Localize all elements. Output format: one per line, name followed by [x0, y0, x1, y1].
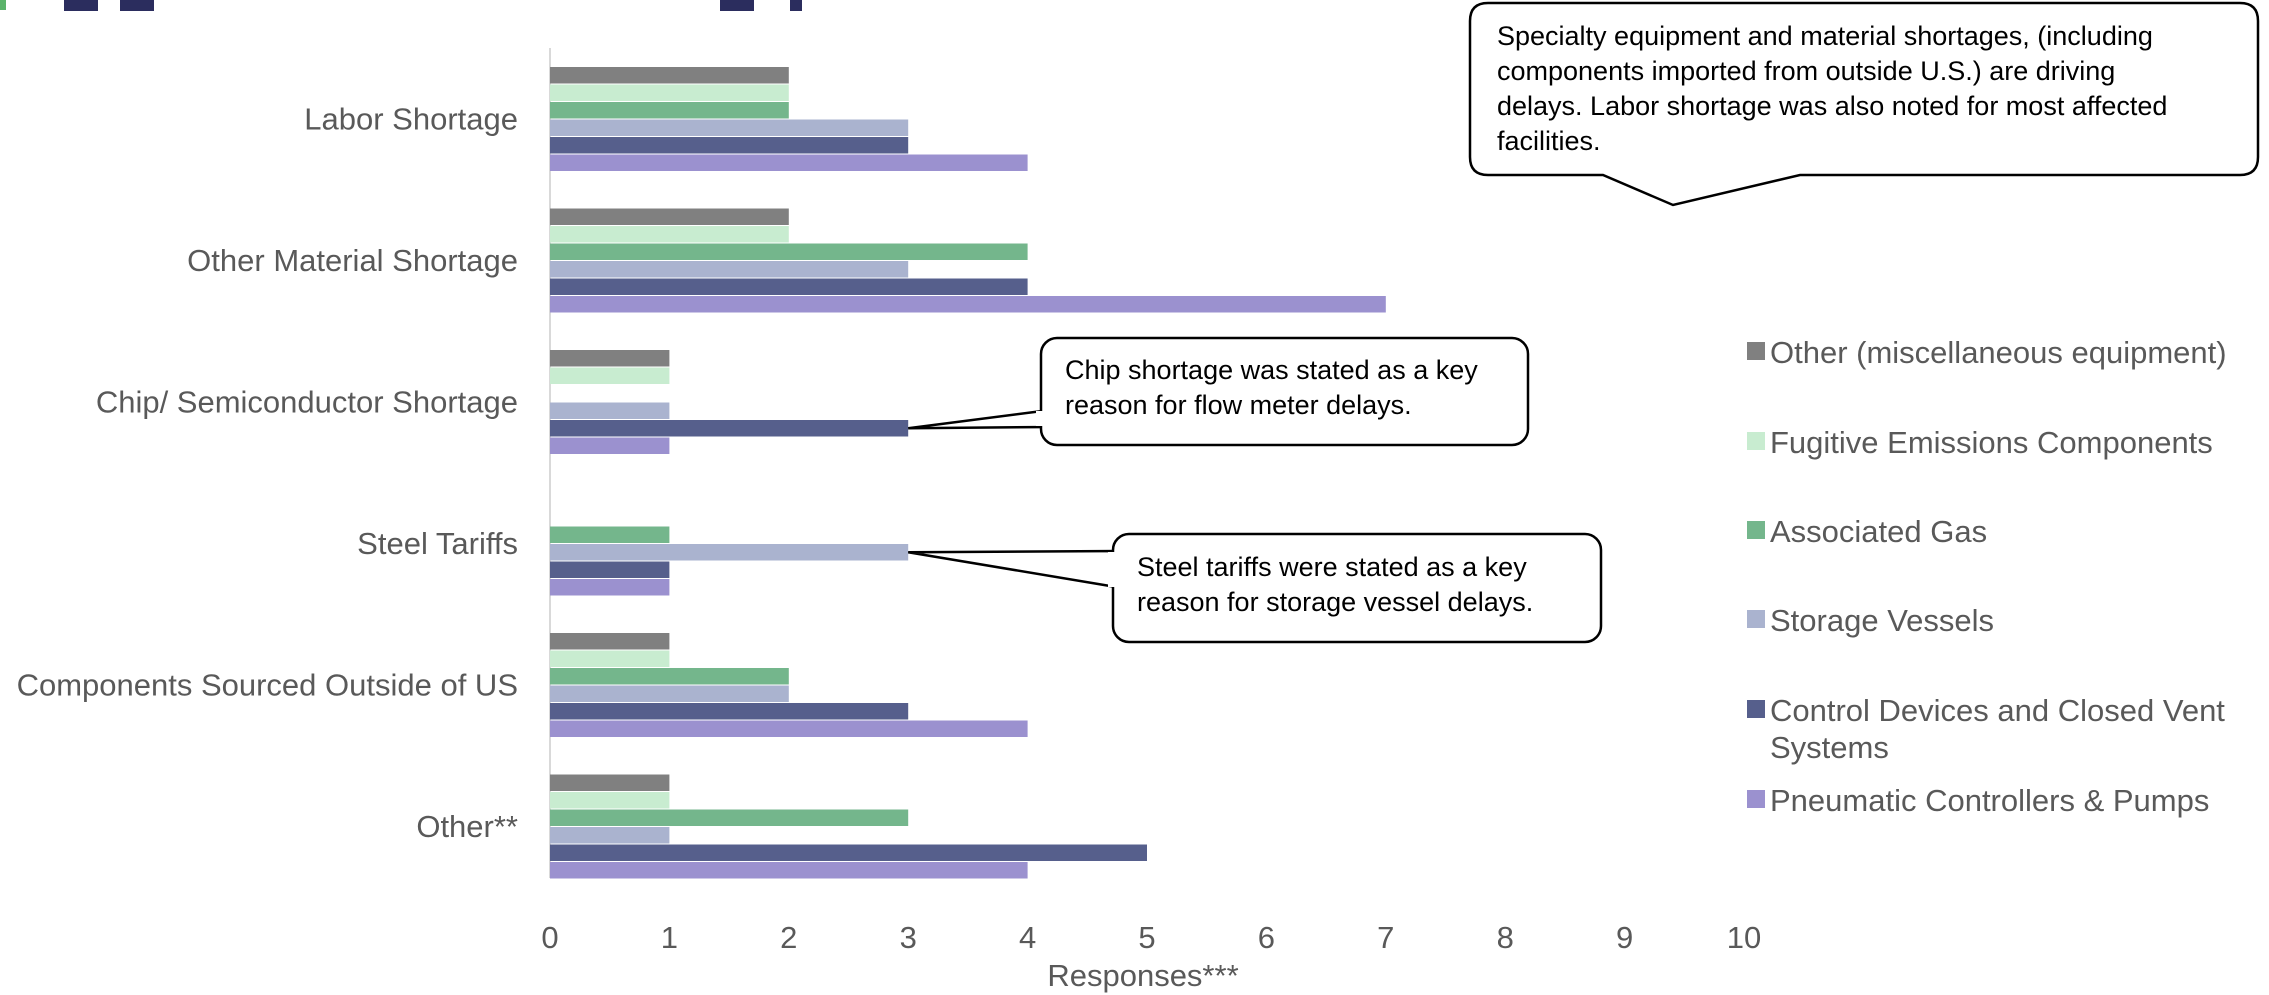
callout-pointer-mask: [1036, 411, 1044, 426]
bar-other-material-shortage-control-devices-and-closed-vent-systems: [550, 278, 1028, 295]
x-tick-label: 7: [1377, 920, 1394, 955]
bar-other-material-shortage-storage-vessels: [550, 261, 909, 278]
legend-swatch-associated-gas: [1747, 521, 1765, 539]
callouts: Specialty equipment and material shortag…: [907, 1, 2260, 644]
callout-text: Chip shortage was stated as a key: [1065, 355, 1478, 385]
bar-components-sourced-outside-of-us-fugitive-emissions-components: [550, 650, 670, 667]
bar-components-sourced-outside-of-us-control-devices-and-closed-vent-systems: [550, 703, 909, 720]
title-fragment: [720, 0, 754, 11]
legend-label-fugitive-emissions-components: Fugitive Emissions Components: [1770, 425, 2213, 460]
legend-swatch-fugitive-emissions-components: [1747, 432, 1765, 450]
bar-labor-shortage-fugitive-emissions-components: [550, 84, 789, 101]
x-tick-label: 3: [900, 920, 917, 955]
bar-components-sourced-outside-of-us-other-miscellaneous-equipment: [550, 633, 670, 650]
legend-label-control-devices-and-closed-vent-systems: Control Devices and Closed Vent Systems: [1770, 693, 2225, 765]
title-fragment: [64, 0, 98, 11]
bar-steel-tariffs-pneumatic-controllers-pumps: [550, 579, 670, 596]
bar-other-material-shortage-pneumatic-controllers-pumps: [550, 296, 1386, 313]
bar-other-associated-gas: [550, 809, 909, 826]
bar-chip-semiconductor-shortage-control-devices-and-closed-vent-systems: [550, 420, 909, 437]
plot-area: Labor Shortage Other Material Shortage Chi…: [17, 48, 1761, 993]
callout-text: components imported from outside U.S.) a…: [1497, 56, 2115, 86]
bar-steel-tariffs-control-devices-and-closed-vent-systems: [550, 561, 670, 578]
bar-components-sourced-outside-of-us-associated-gas: [550, 668, 789, 685]
callout-text: delays. Labor shortage was also noted fo…: [1497, 91, 2167, 121]
legend-label-pneumatic-controllers-pumps: Pneumatic Controllers & Pumps: [1770, 783, 2209, 818]
bar-chip-semiconductor-shortage-fugitive-emissions-components: [550, 367, 670, 384]
title-fragment: [790, 0, 802, 11]
category-label: Other**: [416, 809, 518, 844]
legend-swatch-pneumatic-controllers-pumps: [1747, 790, 1765, 808]
x-tick-label: 1: [661, 920, 678, 955]
bar-other-material-shortage-other-miscellaneous-equipment: [550, 208, 789, 225]
legend: Other (miscellaneous equipment) Fugitive …: [1747, 335, 2227, 818]
legend-swatch-control-devices-and-closed-vent-systems: [1747, 700, 1765, 718]
category-label: Other Material Shortage: [187, 243, 518, 278]
legend-label-associated-gas: Associated Gas: [1770, 514, 1987, 549]
callout-text: facilities.: [1497, 126, 1601, 156]
bar-components-sourced-outside-of-us-storage-vessels: [550, 685, 789, 702]
callout-text: Steel tariffs were stated as a key: [1137, 552, 1527, 582]
x-tick-label: 10: [1727, 920, 1761, 955]
category-label: Labor Shortage: [304, 102, 518, 137]
bar-chip-semiconductor-shortage-storage-vessels: [550, 402, 670, 419]
bar-other-material-shortage-fugitive-emissions-components: [550, 226, 789, 243]
x-tick-label: 0: [541, 920, 558, 955]
x-tick-label: 9: [1616, 920, 1633, 955]
bar-other-material-shortage-associated-gas: [550, 243, 1028, 260]
title-accent-bar: [0, 0, 6, 10]
bar-other-control-devices-and-closed-vent-systems: [550, 844, 1147, 861]
x-axis-title: Responses***: [1047, 958, 1238, 993]
x-tick-label: 5: [1138, 920, 1155, 955]
callout-box-supply-chain: [1468, 1, 2260, 207]
bar-other-pneumatic-controllers-pumps: [550, 862, 1028, 879]
legend-swatch-storage-vessels: [1747, 610, 1765, 628]
category-label: Components Sourced Outside of US: [17, 668, 518, 703]
bar-steel-tariffs-storage-vessels: [550, 544, 909, 561]
bar-labor-shortage-other-miscellaneous-equipment: [550, 67, 789, 84]
category-label: Steel Tariffs: [357, 526, 518, 561]
category-label: Chip/ Semiconductor Shortage: [96, 385, 518, 420]
bar-chip-semiconductor-shortage-other-miscellaneous-equipment: [550, 350, 670, 367]
bar-chip-semiconductor-shortage-pneumatic-controllers-pumps: [550, 437, 670, 454]
legend-swatch-other-miscellaneous-equipment: [1747, 342, 1765, 360]
bar-labor-shortage-control-devices-and-closed-vent-systems: [550, 137, 909, 154]
bar-steel-tariffs-associated-gas: [550, 526, 670, 543]
callout-box-chip: [1039, 336, 1530, 447]
x-tick-label: 6: [1258, 920, 1275, 955]
bar-other-storage-vessels: [550, 827, 670, 844]
bar-other-fugitive-emissions-components: [550, 792, 670, 809]
callout-text: reason for flow meter delays.: [1065, 390, 1412, 420]
callout-text: reason for storage vessel delays.: [1137, 587, 1533, 617]
x-tick-label: 8: [1497, 920, 1514, 955]
bar-labor-shortage-associated-gas: [550, 102, 789, 119]
callout-pointer-mask: [1108, 552, 1116, 587]
title-fragment: [120, 0, 154, 11]
bar-labor-shortage-pneumatic-controllers-pumps: [550, 154, 1028, 171]
x-tick-label: 2: [780, 920, 797, 955]
legend-label-storage-vessels: Storage Vessels: [1770, 603, 1994, 638]
callout-pointer-chip: [908, 408, 1052, 430]
x-tick-label: 4: [1019, 920, 1036, 955]
bar-other-other-miscellaneous-equipment: [550, 774, 670, 791]
legend-label-other-miscellaneous-equipment: Other (miscellaneous equipment): [1770, 335, 2227, 370]
bar-labor-shortage-storage-vessels: [550, 119, 909, 136]
callout-text: Specialty equipment and material shortag…: [1497, 21, 2153, 51]
callout-box-steel: [1111, 532, 1603, 644]
callout-pointer-steel: [907, 549, 1124, 590]
bar-components-sourced-outside-of-us-pneumatic-controllers-pumps: [550, 720, 1028, 737]
